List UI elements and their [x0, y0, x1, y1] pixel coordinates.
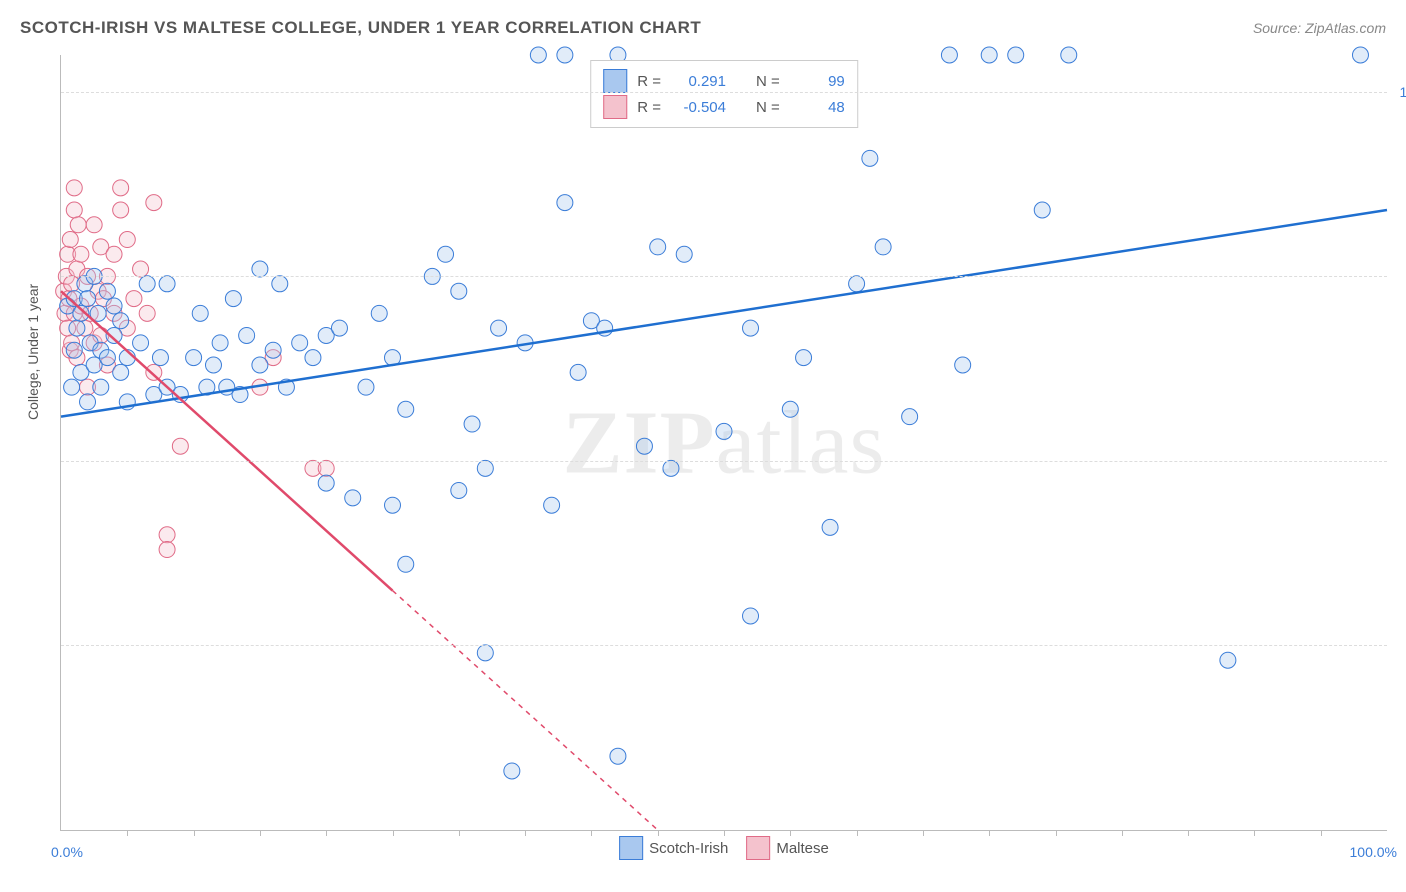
legend-item-maltese: Maltese — [746, 836, 829, 860]
x-tick — [459, 830, 460, 836]
x-tick — [1122, 830, 1123, 836]
x-tick — [260, 830, 261, 836]
gridline — [61, 92, 1387, 93]
scatter-plot-svg — [61, 55, 1387, 830]
x-tick — [1188, 830, 1189, 836]
chart-title: SCOTCH-IRISH VS MALTESE COLLEGE, UNDER 1… — [20, 18, 701, 38]
swatch-maltese-bottom — [746, 836, 770, 860]
gridline — [61, 645, 1387, 646]
x-max-label: 100.0% — [1350, 844, 1397, 860]
swatch-scotch-irish — [603, 69, 627, 93]
y-tick-label: 100.0% — [1400, 84, 1406, 100]
series-legend: Scotch-Irish Maltese — [619, 836, 829, 860]
x-tick — [1056, 830, 1057, 836]
x-tick — [525, 830, 526, 836]
x-tick — [326, 830, 327, 836]
x-tick — [127, 830, 128, 836]
plot-area: ZIPatlas R = 0.291 N = 99 R = -0.504 N =… — [60, 55, 1387, 831]
x-tick — [1254, 830, 1255, 836]
x-tick — [989, 830, 990, 836]
x-tick — [393, 830, 394, 836]
gridline — [61, 461, 1387, 462]
swatch-scotch-irish-bottom — [619, 836, 643, 860]
stats-legend: R = 0.291 N = 99 R = -0.504 N = 48 — [590, 60, 858, 128]
gridline — [61, 276, 1387, 277]
x-tick — [790, 830, 791, 836]
swatch-maltese — [603, 95, 627, 119]
legend-item-scotch-irish: Scotch-Irish — [619, 836, 728, 860]
x-tick — [194, 830, 195, 836]
x-tick — [658, 830, 659, 836]
source-label: Source: ZipAtlas.com — [1253, 20, 1386, 36]
x-min-label: 0.0% — [51, 844, 83, 860]
stats-row-scotch-irish: R = 0.291 N = 99 — [603, 69, 845, 93]
x-tick — [923, 830, 924, 836]
x-tick — [724, 830, 725, 836]
x-tick — [591, 830, 592, 836]
x-tick — [857, 830, 858, 836]
y-axis-label: College, Under 1 year — [25, 284, 41, 420]
x-tick — [1321, 830, 1322, 836]
stats-row-maltese: R = -0.504 N = 48 — [603, 95, 845, 119]
